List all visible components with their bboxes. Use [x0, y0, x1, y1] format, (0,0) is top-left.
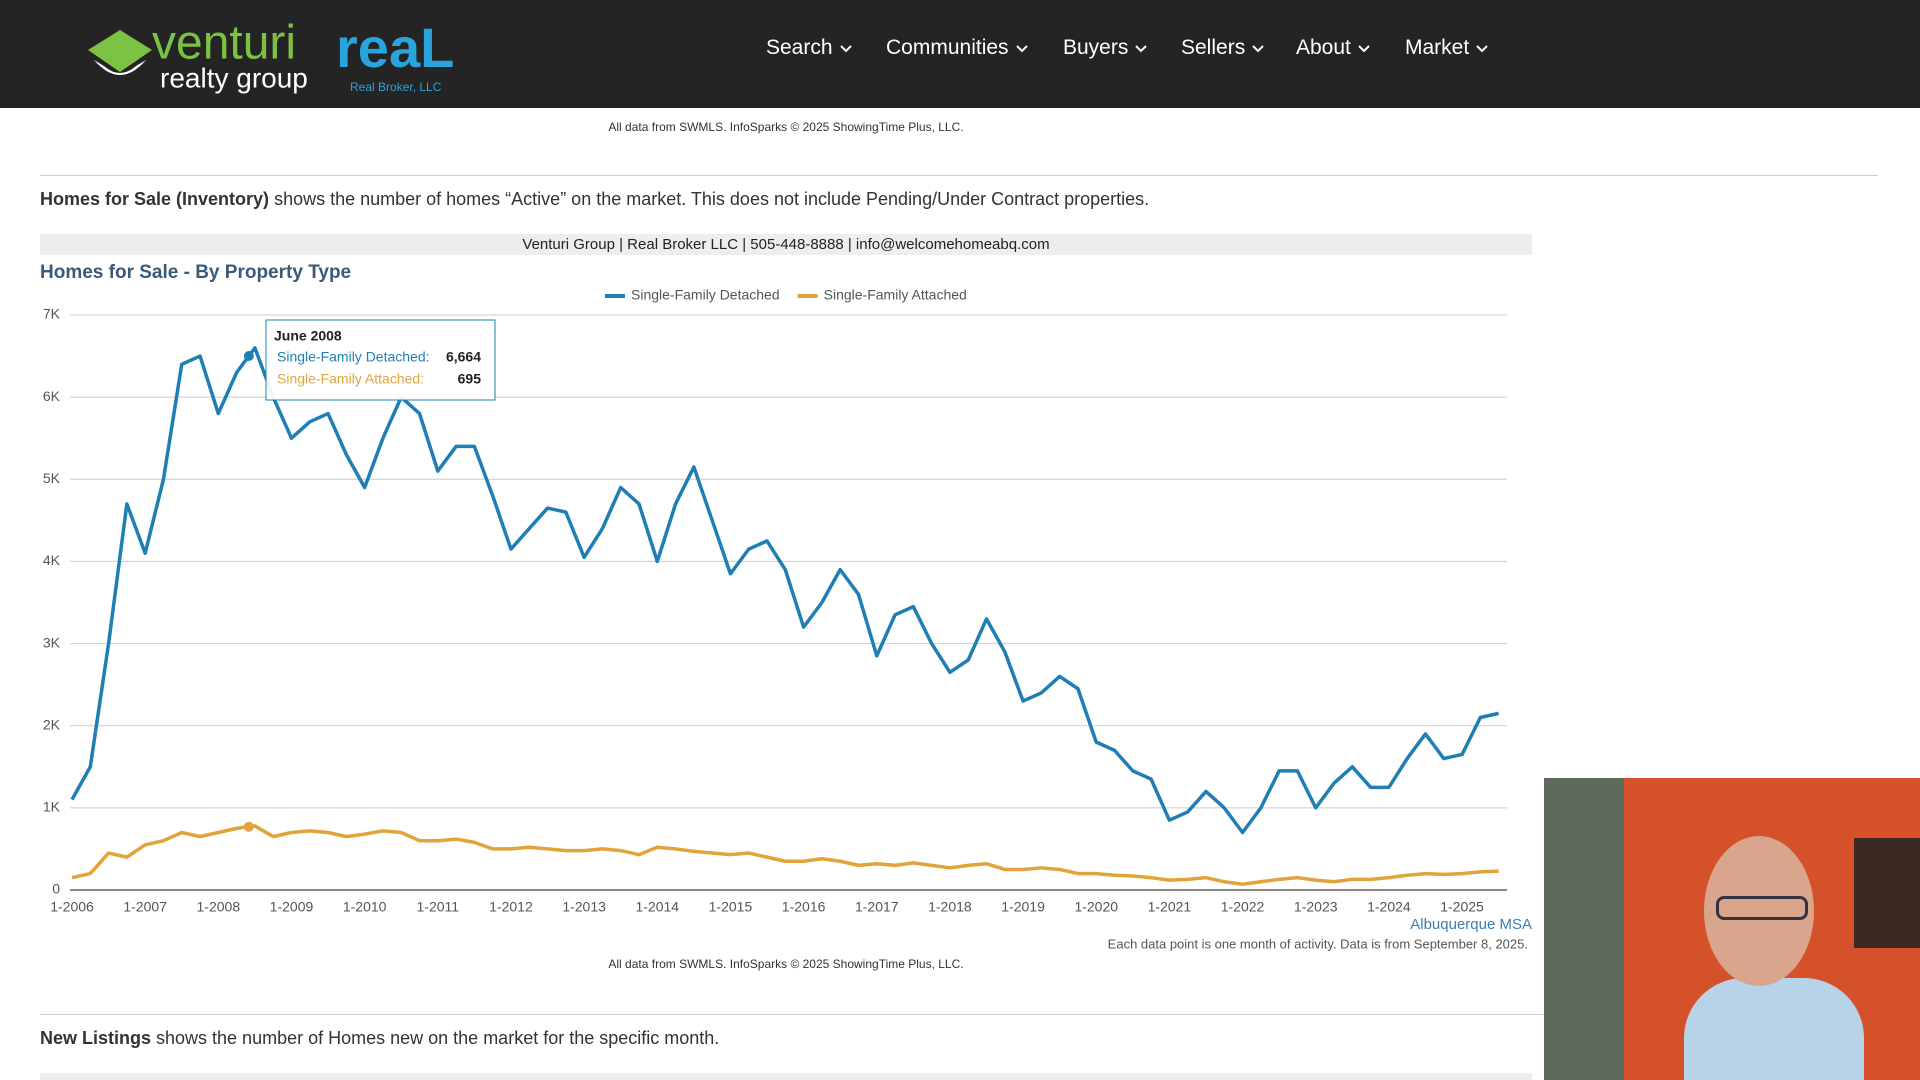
- tooltip: June 2008 Single-Family Detached: 6,664 Sin…: [265, 319, 496, 401]
- x-tick-label: 1-2010: [343, 899, 387, 915]
- frame: [1854, 838, 1920, 948]
- divider: [40, 1014, 1878, 1015]
- nav-label: Sellers: [1181, 36, 1246, 59]
- y-tick-label: 2K: [43, 716, 61, 732]
- next-bold: New Listings: [40, 1028, 152, 1048]
- x-tick-label: 1-2017: [855, 899, 899, 915]
- y-tick-label: 6K: [43, 388, 61, 404]
- chevron: [1252, 45, 1264, 53]
- nav-label: Communities: [886, 36, 1009, 59]
- nav-label: Market: [1405, 36, 1470, 59]
- intro-text: shows the number of homes “Active” on th…: [269, 189, 1150, 209]
- x-tick-label: 1-2006: [50, 899, 94, 915]
- nav-item[interactable]: Communities: [886, 36, 1029, 60]
- x-tick-label: 1-2021: [1148, 899, 1192, 915]
- x-tick-label: 1-2008: [197, 899, 241, 915]
- y-tick-label: 0: [52, 881, 60, 897]
- nav-item[interactable]: Buyers: [1063, 36, 1148, 60]
- x-tick-label: 1-2011: [417, 899, 460, 915]
- nav-label: Buyers: [1063, 36, 1129, 59]
- x-tick-label: 1-2016: [782, 899, 826, 915]
- x-tick-label: 1-2025: [1440, 899, 1484, 915]
- hover-marker: [243, 350, 254, 361]
- contact-bar-next: [40, 1073, 1532, 1080]
- x-tick-label: 1-2018: [928, 899, 972, 915]
- person-head: [1704, 836, 1814, 986]
- series-line: [70, 346, 1500, 835]
- nav-item[interactable]: About: [1296, 36, 1371, 60]
- intro: Homes for Sale (Inventory) shows the num…: [40, 189, 1149, 210]
- x-tick-label: 1-2022: [1221, 899, 1265, 915]
- y-tick-label: 7K: [43, 306, 61, 322]
- video-inset[interactable]: [1544, 778, 1920, 1080]
- divider: [40, 175, 1878, 176]
- x-tick-label: 1-2015: [709, 899, 753, 915]
- next-text: shows the number of Homes new on the mar…: [151, 1028, 720, 1048]
- logo[interactable]: venturi realty group reaL Real Broker, L…: [80, 0, 560, 108]
- y-tick-label: 5K: [43, 470, 61, 486]
- x-tick-label: 1-2013: [562, 899, 606, 915]
- source: All data from SWMLS. InfoSparks © 2025 S…: [608, 957, 963, 971]
- chevron: [1135, 45, 1148, 53]
- hover-marker: [243, 821, 254, 832]
- tooltip-title: June 2008: [274, 328, 342, 344]
- nav-label: About: [1296, 36, 1351, 59]
- legend-label: Single-Family Attached: [824, 287, 967, 303]
- x-tick-label: 1-2020: [1074, 899, 1118, 915]
- tooltip-box: [265, 319, 496, 401]
- x-tick-label: 1-2012: [489, 899, 533, 915]
- x-tick-label: 1-2019: [1001, 899, 1045, 915]
- legend-label: Single-Family Detached: [631, 287, 780, 303]
- tooltip-value: 695: [458, 371, 482, 387]
- note: Each data point is one month of activity…: [1108, 936, 1528, 951]
- x-tick-label: 1-2024: [1367, 899, 1411, 915]
- next-para: New Listings shows the number of Homes n…: [40, 1028, 719, 1049]
- brand: venturi: [152, 17, 296, 70]
- brand-sub: realty group: [160, 62, 308, 93]
- x-tick-label: 1-2009: [270, 899, 314, 915]
- chart-title: Homes for Sale - By Property Type: [40, 262, 351, 283]
- tooltip-label: Single-Family Attached:: [277, 371, 424, 387]
- chevron: [1358, 45, 1370, 53]
- x-tick-label: 1-2007: [123, 899, 167, 915]
- person-body: [1684, 978, 1864, 1080]
- series-line: [71, 824, 1499, 886]
- chart: Homes for Sale - By Property Type 0 1K 2K 3…: [40, 262, 1532, 971]
- source-top: All data from SWMLS. InfoSparks © 2025 S…: [608, 120, 964, 134]
- x-tick-label: 1-2014: [635, 899, 679, 915]
- nav-item[interactable]: Sellers: [1181, 36, 1265, 60]
- partner-sub: Real Broker, LLC: [350, 80, 442, 94]
- y-tick-label: 4K: [43, 552, 61, 568]
- y-tick-label: 3K: [43, 634, 61, 650]
- nav-label: Search: [766, 36, 833, 59]
- nav-bar: venturi realty group reaL Real Broker, L…: [0, 0, 1920, 108]
- nav-item[interactable]: Market: [1405, 36, 1489, 60]
- nav-item[interactable]: Search: [766, 36, 853, 60]
- intro-bold: Homes for Sale (Inventory): [40, 189, 270, 209]
- chevron: [839, 45, 852, 53]
- chevron: [1015, 45, 1028, 53]
- glasses: [1716, 896, 1808, 920]
- region: Albuquerque MSA: [1410, 916, 1532, 933]
- tooltip-value: 6,664: [446, 349, 481, 365]
- partner: reaL: [336, 16, 454, 79]
- chevron: [1476, 45, 1488, 53]
- tooltip-label: Single-Family Detached:: [277, 349, 430, 365]
- x-tick-label: 1-2023: [1294, 899, 1338, 915]
- contact-bar: Venturi Group | Real Broker LLC | 505-44…: [40, 234, 1532, 255]
- window: [1544, 778, 1624, 1080]
- y-tick-label: 1K: [43, 799, 61, 815]
